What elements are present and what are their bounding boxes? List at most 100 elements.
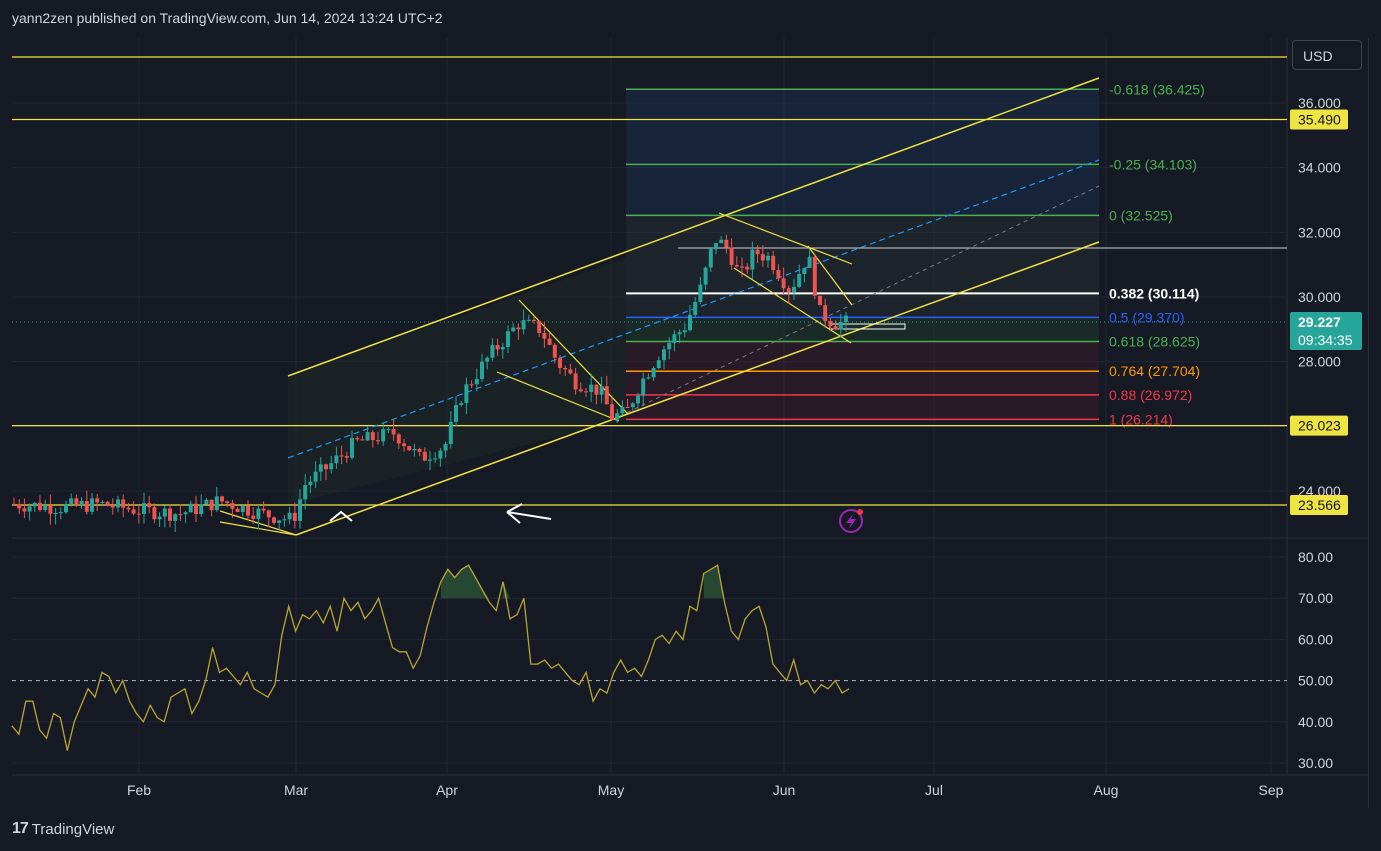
candle [126, 502, 131, 513]
candle [688, 305, 692, 332]
candle-body [672, 334, 677, 344]
publisher-info: yann2zen published on TradingView.com, J… [12, 10, 443, 26]
candle-body [625, 406, 630, 408]
candle-body [532, 319, 536, 321]
candle [802, 267, 807, 283]
wedge-line [518, 299, 629, 415]
candle-body [142, 503, 146, 514]
candle-body [818, 295, 822, 306]
candle-body [568, 369, 573, 374]
candle-body [573, 373, 578, 390]
currency-button[interactable]: USD [1292, 40, 1362, 70]
candle [220, 495, 224, 505]
candle [729, 238, 734, 270]
candle [38, 495, 42, 512]
candle [84, 490, 89, 515]
candle-body [324, 464, 328, 470]
candle-body [688, 314, 692, 331]
candle-body [298, 499, 302, 521]
candle-body [12, 503, 16, 505]
candle [823, 298, 828, 328]
candle-body [402, 443, 406, 447]
candle-body [344, 455, 349, 458]
candle-body [391, 429, 396, 435]
candle [693, 297, 698, 318]
candle-body [656, 360, 661, 369]
candle-body [714, 243, 718, 250]
candle [511, 323, 516, 333]
candle-body [407, 446, 412, 451]
candle-body [719, 239, 724, 244]
candle [480, 353, 484, 383]
candle-body [547, 338, 552, 345]
candle-body [693, 301, 698, 315]
candle [552, 343, 557, 364]
candle-body [79, 501, 84, 506]
rsi-tick-label: 40.00 [1298, 714, 1333, 730]
candle [734, 256, 739, 268]
candle-body [552, 344, 557, 358]
candle [667, 337, 672, 360]
candle-body [490, 345, 495, 358]
candle [391, 418, 396, 441]
candle-body [500, 347, 505, 350]
candle-body [485, 357, 490, 362]
tradingview-brand[interactable]: 17 TradingView [12, 820, 114, 838]
candle [48, 494, 53, 525]
candle [209, 499, 214, 517]
fib-level-label: 0.382 (30.114) [1109, 285, 1199, 301]
candle [745, 263, 750, 274]
candle-body [786, 288, 791, 293]
candle [261, 501, 266, 514]
rsi-tick-label: 80.00 [1298, 549, 1333, 565]
candle-body [802, 268, 807, 275]
candle-body [734, 265, 739, 267]
candle-body [422, 451, 427, 461]
candle-body [110, 505, 115, 508]
fib-shading [626, 89, 1099, 420]
candle [110, 498, 115, 515]
candle-body [506, 331, 510, 348]
rsi-tick-label: 60.00 [1298, 631, 1333, 647]
price-tag: 23.566 [1290, 495, 1348, 516]
candle-body [594, 384, 599, 395]
candle [573, 367, 578, 395]
candle [251, 507, 256, 524]
candle-body [740, 266, 744, 268]
candle [199, 494, 204, 517]
bar-countdown: 09:34:35 [1298, 332, 1353, 348]
candle [844, 312, 848, 332]
candle [402, 438, 406, 452]
candle [500, 342, 505, 359]
candle [828, 318, 833, 332]
candle [344, 451, 349, 464]
candle-body [615, 413, 620, 420]
candle [838, 313, 843, 338]
candle-body [417, 448, 422, 452]
price-tag-bg [1290, 415, 1348, 436]
left-arrow-icon [506, 503, 552, 524]
candle [17, 499, 22, 515]
candle-body [162, 508, 167, 517]
candle [428, 451, 432, 471]
price-tick-label: 28.000 [1298, 354, 1341, 370]
candle-body [69, 498, 74, 504]
price-tick-label: 30.000 [1298, 289, 1341, 305]
candle-body [480, 361, 484, 379]
candle [506, 325, 510, 353]
candle [818, 295, 822, 306]
candle [131, 500, 136, 516]
time-tick-label: Aug [1094, 782, 1119, 798]
candle [464, 377, 469, 415]
candle [604, 375, 609, 405]
candle-body [677, 332, 682, 335]
candle [422, 447, 427, 462]
candle-body [350, 438, 354, 458]
candle-body [360, 439, 365, 441]
horizontal-levels [12, 56, 1287, 506]
candle [173, 513, 178, 533]
candle [584, 387, 588, 397]
candle [714, 243, 718, 255]
wedge-line [733, 267, 852, 344]
